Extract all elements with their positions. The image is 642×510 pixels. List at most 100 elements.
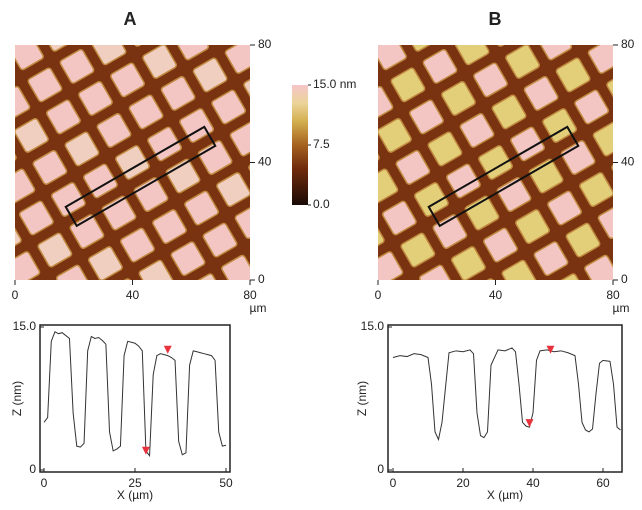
square	[271, 8, 307, 44]
square	[441, 81, 476, 116]
square	[473, 62, 508, 98]
square	[221, 254, 250, 280]
square	[418, 264, 454, 280]
square	[15, 251, 41, 280]
square	[442, 379, 478, 415]
y-axis-label: Z (nm)	[355, 381, 369, 416]
square	[606, 71, 613, 106]
panel-title: A	[124, 9, 137, 29]
square	[533, 241, 569, 277]
square	[184, 190, 219, 226]
square	[574, 89, 610, 125]
square	[528, 158, 564, 194]
y-axis-label: Z (nm)	[10, 381, 24, 416]
square	[634, 268, 642, 304]
square	[587, 45, 613, 74]
x-tick-label: 40	[126, 288, 140, 302]
square	[336, 269, 372, 305]
square	[147, 126, 182, 162]
square	[570, 305, 606, 341]
square	[510, 126, 545, 162]
y-tick-label: 0	[621, 272, 628, 286]
square	[378, 219, 385, 254]
square	[54, 0, 90, 2]
square	[404, 45, 439, 52]
square	[46, 99, 81, 135]
square	[110, 62, 145, 98]
square	[474, 360, 510, 396]
square	[162, 374, 198, 410]
square	[410, 397, 446, 433]
x-tick-label: 60	[596, 476, 610, 490]
y-tick-label: 80	[258, 37, 272, 51]
marker	[525, 419, 534, 428]
x-tick-label: 25	[128, 476, 142, 490]
square	[518, 0, 554, 29]
square	[258, 318, 294, 354]
square	[592, 121, 613, 157]
square	[422, 48, 458, 84]
square	[322, 320, 358, 356]
square	[128, 94, 164, 130]
square	[579, 172, 613, 207]
y-tick-label: 15.0	[13, 319, 37, 333]
square	[584, 254, 613, 280]
x-tick-label: 40	[489, 288, 503, 302]
square	[120, 227, 155, 263]
square	[597, 204, 613, 240]
square	[378, 45, 407, 71]
square	[454, 45, 490, 66]
y-tick-label: 0	[29, 462, 36, 476]
square	[523, 76, 559, 111]
profile-line	[43, 331, 227, 458]
square	[459, 113, 495, 148]
square	[143, 342, 179, 378]
square	[288, 2, 324, 38]
square	[270, 0, 306, 5]
square	[267, 224, 303, 260]
square	[74, 296, 110, 332]
square	[601, 0, 637, 24]
square	[496, 177, 532, 212]
square	[179, 108, 214, 143]
square	[22, 0, 58, 20]
square	[189, 273, 224, 280]
square	[331, 187, 367, 223]
square	[624, 103, 642, 139]
panel-title: B	[489, 9, 502, 29]
square	[157, 291, 193, 327]
square	[55, 264, 91, 280]
square-grid	[0, 0, 324, 428]
square	[326, 104, 362, 140]
square	[130, 392, 166, 428]
square	[537, 45, 573, 61]
square	[96, 113, 132, 148]
square	[303, 0, 339, 25]
y-tick-label: 40	[258, 155, 272, 169]
square	[187, 0, 223, 10]
square	[318, 237, 354, 273]
x-unit: µm	[613, 301, 630, 315]
square	[432, 214, 468, 249]
square	[589, 337, 625, 373]
y-tick-label: 80	[621, 37, 635, 51]
square	[629, 185, 642, 221]
x-tick-label: 0	[390, 476, 397, 490]
square	[24, 283, 60, 319]
y-tick-label: 0	[258, 272, 265, 286]
square	[125, 310, 161, 346]
square	[15, 45, 44, 71]
square	[61, 347, 97, 383]
square	[206, 7, 242, 43]
square	[478, 145, 513, 180]
x-tick-label: 0	[41, 476, 48, 490]
square	[289, 40, 325, 76]
square	[101, 195, 137, 231]
profile-box	[64, 125, 217, 228]
square	[437, 296, 473, 332]
square	[261, 103, 297, 139]
square	[0, 269, 9, 305]
square	[565, 222, 601, 258]
square	[491, 94, 527, 130]
